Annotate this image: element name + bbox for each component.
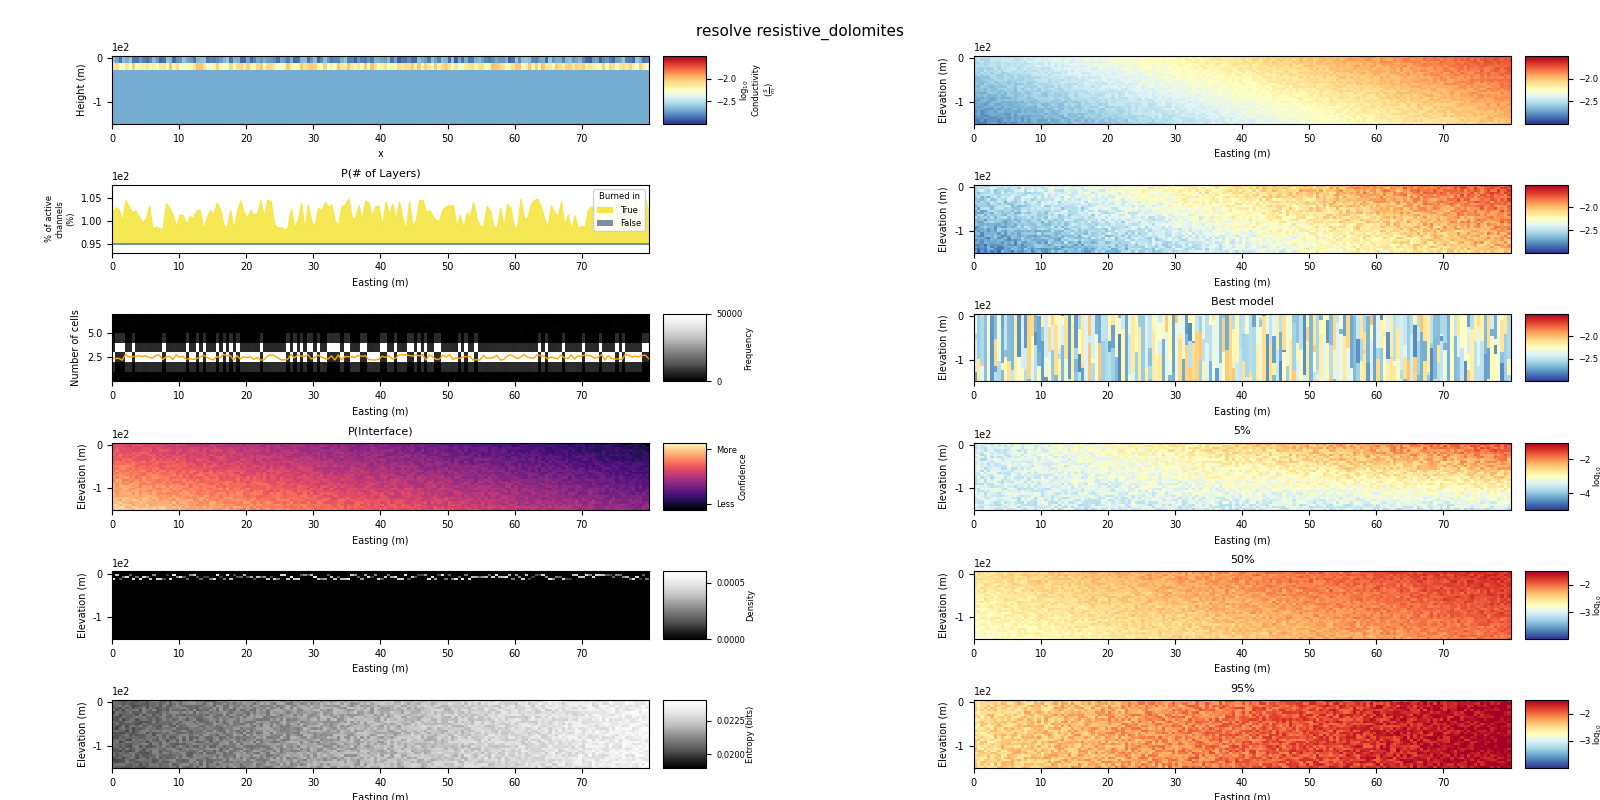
Y-axis label: Elevation (m): Elevation (m) — [939, 702, 949, 767]
Y-axis label: Elevation (m): Elevation (m) — [939, 186, 949, 251]
Text: 1e2: 1e2 — [974, 687, 992, 698]
X-axis label: x: x — [378, 149, 384, 159]
Text: 1e2: 1e2 — [974, 43, 992, 54]
Y-axis label: Elevation (m): Elevation (m) — [77, 573, 86, 638]
Legend: True, False: True, False — [594, 189, 645, 231]
X-axis label: Easting (m): Easting (m) — [352, 406, 408, 417]
Y-axis label: % of active
channels
(%): % of active channels (%) — [45, 195, 75, 242]
Y-axis label: log$_{10}$
Conductivity
($\frac{S}{m}$): log$_{10}$ Conductivity ($\frac{S}{m}$) — [1592, 578, 1600, 632]
X-axis label: Easting (m): Easting (m) — [352, 536, 408, 546]
Title: Best model: Best model — [1211, 298, 1274, 307]
X-axis label: Easting (m): Easting (m) — [352, 665, 408, 674]
X-axis label: Easting (m): Easting (m) — [1214, 794, 1270, 800]
Y-axis label: Number of cells: Number of cells — [72, 309, 82, 386]
Text: 1e2: 1e2 — [112, 172, 130, 182]
Text: resolve resistive_dolomites: resolve resistive_dolomites — [696, 24, 904, 40]
Text: 1e2: 1e2 — [974, 172, 992, 182]
Y-axis label: Elevation (m): Elevation (m) — [939, 573, 949, 638]
Title: 5%: 5% — [1234, 426, 1251, 436]
Title: 50%: 50% — [1230, 555, 1254, 565]
X-axis label: Easting (m): Easting (m) — [1214, 536, 1270, 546]
Y-axis label: Elevation (m): Elevation (m) — [939, 57, 949, 122]
X-axis label: Easting (m): Easting (m) — [352, 794, 408, 800]
Text: 1e2: 1e2 — [112, 687, 130, 698]
Y-axis label: Entropy (bits): Entropy (bits) — [746, 706, 755, 762]
Y-axis label: log$_{10}$
Conductivity
($\frac{S}{m}$): log$_{10}$ Conductivity ($\frac{S}{m}$) — [1592, 450, 1600, 503]
Text: 1e2: 1e2 — [974, 558, 992, 569]
Y-axis label: log$_{10}$
Conductivity
($\frac{S}{m}$): log$_{10}$ Conductivity ($\frac{S}{m}$) — [738, 63, 778, 117]
X-axis label: Easting (m): Easting (m) — [1214, 149, 1270, 159]
Text: 1e2: 1e2 — [974, 430, 992, 440]
X-axis label: Easting (m): Easting (m) — [1214, 665, 1270, 674]
Y-axis label: Elevation (m): Elevation (m) — [939, 314, 949, 380]
Title: P(# of Layers): P(# of Layers) — [341, 169, 421, 178]
Y-axis label: Density: Density — [746, 589, 755, 622]
Y-axis label: Elevation (m): Elevation (m) — [77, 702, 86, 767]
X-axis label: Easting (m): Easting (m) — [352, 278, 408, 288]
Text: 1e2: 1e2 — [112, 558, 130, 569]
Title: 95%: 95% — [1230, 684, 1254, 694]
Text: 1e2: 1e2 — [974, 301, 992, 311]
Y-axis label: log$_{10}$
Conductivity
($\frac{S}{m}$): log$_{10}$ Conductivity ($\frac{S}{m}$) — [1592, 707, 1600, 761]
Y-axis label: Height (m): Height (m) — [77, 63, 86, 116]
X-axis label: Easting (m): Easting (m) — [1214, 278, 1270, 288]
Title: P(Interface): P(Interface) — [347, 426, 413, 436]
Y-axis label: Frequency: Frequency — [744, 326, 752, 370]
X-axis label: Easting (m): Easting (m) — [1214, 406, 1270, 417]
Text: 1e2: 1e2 — [112, 430, 130, 440]
Y-axis label: Elevation (m): Elevation (m) — [939, 444, 949, 510]
Y-axis label: Confidence: Confidence — [738, 453, 747, 500]
Y-axis label: Elevation (m): Elevation (m) — [77, 444, 86, 510]
Text: 1e2: 1e2 — [112, 43, 130, 54]
